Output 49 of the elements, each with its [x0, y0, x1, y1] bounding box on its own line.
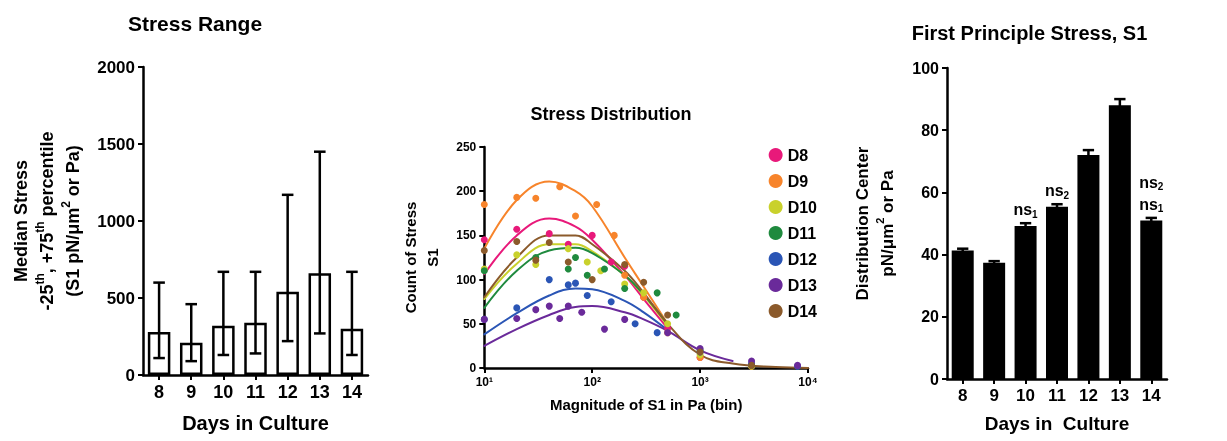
y-tick-label: 40 [921, 246, 940, 264]
y-tick-label: 80 [921, 121, 940, 139]
x-axis-title: Days in Culture [182, 411, 329, 434]
y-tick-label: 250 [456, 140, 477, 154]
x-tick-label: 10 [213, 382, 234, 402]
y-tick-label: 20 [921, 308, 940, 326]
y-tick-label: 200 [456, 184, 477, 199]
x-tick-label: 8 [957, 386, 968, 405]
x-tick-label: 10⁴ [798, 375, 818, 389]
y-tick-label: 0 [125, 365, 136, 385]
y-tick-label: 150 [456, 228, 477, 243]
x-tick-label: 14 [1141, 386, 1162, 405]
x-axis-title: Magnitude of S1 in Pa (bin) [549, 395, 743, 413]
legend-label: D14 [787, 302, 818, 320]
x-tick-label: 10³ [691, 375, 709, 389]
legend-label: D8 [787, 146, 809, 164]
x-tick-label: 12 [1078, 386, 1098, 405]
legend-label: D12 [787, 250, 818, 268]
chart-title: First Principle Stress, S1 [911, 22, 1148, 44]
x-tick-label: 12 [277, 382, 298, 402]
x-tick-label: 8 [154, 382, 165, 402]
y-tick-label: 100 [912, 59, 940, 77]
legend-label: D10 [787, 198, 818, 216]
x-tick-label: 9 [989, 386, 999, 405]
y-tick-label: 50 [462, 316, 477, 331]
y-tick-label: 100 [456, 272, 477, 287]
y-tick-label: 1500 [97, 134, 136, 154]
x-tick-label: 10 [1016, 386, 1036, 405]
x-axis-title: Days in Culture [984, 413, 1130, 434]
x-tick-label: 11 [1048, 386, 1066, 405]
x-tick-label: 13 [1110, 386, 1130, 405]
x-tick-label: 10² [583, 375, 601, 389]
chart-title: Stress Range [127, 12, 263, 35]
y-tick-label: 0 [469, 361, 477, 375]
legend-label: D11 [787, 224, 817, 242]
y-tick-label: 2000 [97, 57, 136, 77]
y-tick-label: 60 [921, 183, 940, 201]
y-tick-label: 0 [930, 370, 940, 388]
y-axis-title: Count of Stress S1 [402, 201, 442, 314]
legend-label: D9 [787, 172, 809, 190]
x-tick-label: 9 [186, 382, 197, 402]
x-tick-label: 14 [341, 382, 362, 402]
x-tick-label: 11 [245, 382, 266, 402]
y-tick-label: 500 [106, 288, 136, 308]
legend-label: D13 [787, 276, 818, 294]
chart-title: Stress Distribution [530, 104, 692, 124]
x-tick-label: 10¹ [475, 375, 493, 389]
y-tick-label: 1000 [97, 211, 136, 231]
x-tick-label: 13 [309, 382, 330, 402]
